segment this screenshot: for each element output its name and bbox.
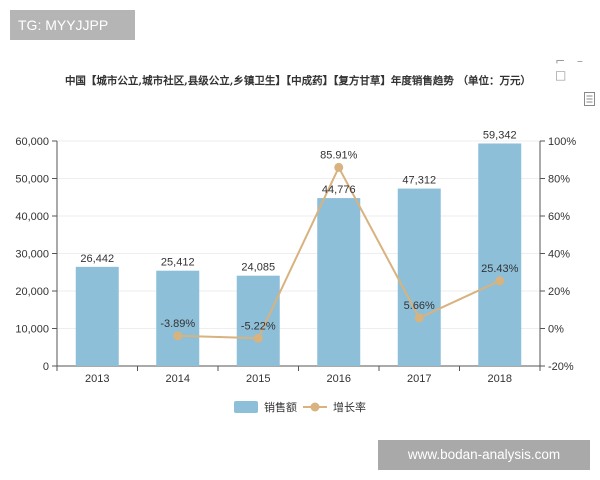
bar <box>236 275 280 366</box>
y-right-tick-label: 60% <box>548 211 570 223</box>
data-labels: 26,442 25,412 24,085 44,776 47,312 59,342 -3.8… <box>80 129 518 332</box>
y-left-tick-label: 40,000 <box>15 211 49 223</box>
bar-value-label: 44,776 <box>322 184 356 196</box>
growth-value-label: -5.22% <box>241 320 276 332</box>
legend-line-marker <box>310 402 320 412</box>
growth-point <box>253 333 263 343</box>
y-left-tick-label: 50,000 <box>15 174 49 186</box>
x-tick-label: 2018 <box>488 373 512 385</box>
x-tick-label: 2016 <box>327 373 351 385</box>
y-right-tick-label: 0% <box>548 324 564 336</box>
y-right-tick-label: -20% <box>548 361 574 373</box>
growth-value-label: 5.66% <box>404 300 435 312</box>
y-left-tick-label: 60,000 <box>15 136 49 148</box>
axes: 0 10,000 20,000 30,000 40,000 50,000 60,000 -20… <box>15 136 576 385</box>
legend-line-label: 增长率 <box>333 400 366 414</box>
grid-lines <box>57 140 540 329</box>
toolbar-icons[interactable]: ⌐ – □ <box>555 54 587 82</box>
bar-value-label: 59,342 <box>483 129 517 141</box>
y-right-tick-label: 40% <box>548 249 570 261</box>
y-left-tick-label: 0 <box>43 361 49 373</box>
y-left-tick-label: 10,000 <box>15 324 49 336</box>
y-right-tick-label: 100% <box>548 136 576 148</box>
growth-value-label: 25.43% <box>481 263 519 275</box>
y-left-tick-label: 30,000 <box>15 249 49 261</box>
y-right-tick-label: 20% <box>548 286 570 298</box>
x-tick-label: 2015 <box>246 373 270 385</box>
bar <box>397 188 441 366</box>
data-view-icon[interactable] <box>584 92 595 106</box>
growth-value-label: -3.89% <box>160 318 195 330</box>
x-tick-label: 2013 <box>85 373 109 385</box>
y-left-tick-label: 20,000 <box>15 286 49 298</box>
growth-point <box>495 276 505 286</box>
bar <box>478 143 522 366</box>
legend[interactable]: 销售额 增长率 <box>234 400 366 414</box>
x-tick-label: 2017 <box>407 373 431 385</box>
watermark-top: TG: MYYJJPP <box>10 10 135 40</box>
line-series <box>173 162 505 343</box>
y-right-tick-label: 80% <box>548 174 570 186</box>
bar-series <box>75 143 522 366</box>
growth-point <box>334 162 344 172</box>
bar <box>317 198 361 366</box>
chart-title: 中国【城市公立,城市社区,县级公立,乡镇卫生】【中成药】【复方甘草】年度销售趋势… <box>65 74 531 87</box>
bar-value-label: 26,442 <box>80 253 114 265</box>
bar-value-label: 24,085 <box>241 262 275 274</box>
watermark-bottom: www.bodan-analysis.com <box>378 440 590 470</box>
growth-point <box>173 331 183 341</box>
bar <box>75 266 119 366</box>
bar-value-label: 47,312 <box>402 175 436 187</box>
bar-value-label: 25,412 <box>161 257 195 269</box>
bar <box>156 270 200 366</box>
legend-bar-label: 销售额 <box>264 400 297 414</box>
growth-point <box>414 313 424 323</box>
legend-bar-swatch <box>234 401 258 413</box>
x-tick-label: 2014 <box>166 373 190 385</box>
growth-value-label: 85.91% <box>320 149 358 161</box>
